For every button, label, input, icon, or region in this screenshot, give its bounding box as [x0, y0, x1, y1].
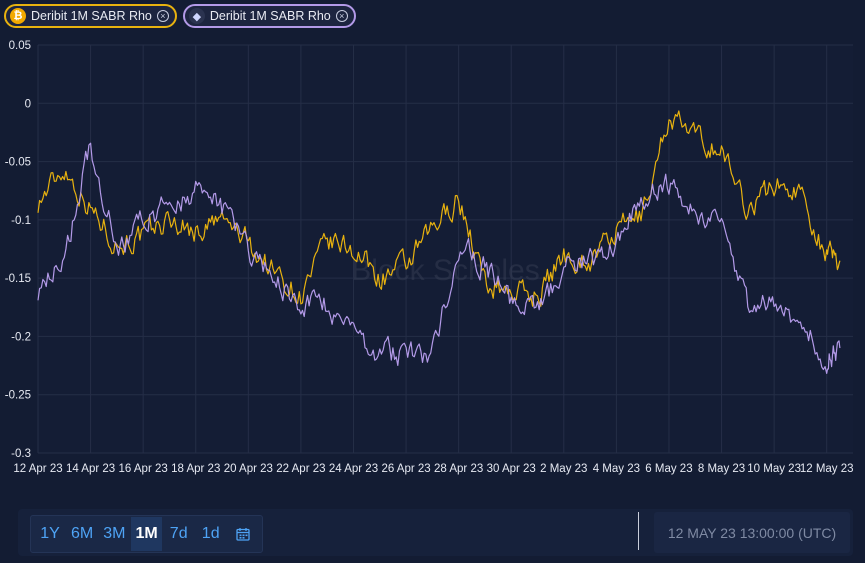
y-tick-label: -0.25 — [5, 390, 31, 402]
series-line-btc — [37, 110, 841, 307]
x-tick-label: 14 Apr 23 — [66, 463, 115, 475]
legend-chip-btc[interactable]: ₿ Deribit 1M SABR Rho × — [4, 4, 177, 28]
range-button-7d[interactable]: 7d — [169, 525, 188, 542]
range-button-1d[interactable]: 1d — [201, 525, 220, 542]
y-tick-label: -0.05 — [5, 157, 31, 169]
divider — [638, 512, 639, 550]
x-tick-label: 10 May 23 — [747, 463, 801, 475]
x-tick-label: 8 May 23 — [698, 463, 745, 475]
y-tick-label: -0.15 — [5, 273, 31, 285]
range-selector: 1Y 6M 3M 1M 7d 1d — [30, 515, 263, 553]
x-tick-label: 26 Apr 23 — [381, 463, 430, 475]
y-tick-label: -0.3 — [11, 448, 31, 460]
x-tick-label: 12 May 23 — [800, 463, 854, 475]
x-tick-label: 12 Apr 23 — [13, 463, 62, 475]
x-tick-label: 2 May 23 — [540, 463, 587, 475]
x-tick-label: 18 Apr 23 — [171, 463, 220, 475]
x-tick-label: 4 May 23 — [593, 463, 640, 475]
range-button-3m[interactable]: 3M — [103, 525, 126, 542]
timestamp-display: 12 MAY 23 13:00:00 (UTC) — [654, 512, 850, 553]
x-tick-label: 22 Apr 23 — [276, 463, 325, 475]
legend-label-btc: Deribit 1M SABR Rho — [31, 9, 152, 23]
x-tick-label: 6 May 23 — [645, 463, 692, 475]
y-tick-label: -0.2 — [11, 331, 31, 343]
x-tick-label: 20 Apr 23 — [224, 463, 273, 475]
legend-label-eth: Deribit 1M SABR Rho — [209, 9, 331, 23]
y-tick-label: -0.1 — [11, 215, 31, 227]
x-tick-label: 28 Apr 23 — [434, 463, 483, 475]
range-button-1y[interactable]: 1Y — [40, 525, 60, 542]
eth-icon: ◆ — [188, 8, 205, 24]
y-tick-label: 0.05 — [9, 40, 31, 52]
range-button-6m[interactable]: 6M — [71, 525, 94, 542]
range-button-1m[interactable]: 1M — [131, 517, 162, 551]
x-tick-label: 30 Apr 23 — [487, 463, 536, 475]
close-icon[interactable]: × — [335, 10, 348, 22]
series-line-eth — [37, 142, 841, 374]
x-tick-label: 24 Apr 23 — [329, 463, 378, 475]
btc-icon: ₿ — [10, 8, 26, 24]
legend: ₿ Deribit 1M SABR Rho × ◆ Deribit 1M SAB… — [4, 4, 356, 28]
line-chart[interactable]: 0.05 0 -0.05 -0.1 -0.15 -0.2 -0.25 -0.3 12 Apr 2… — [0, 0, 865, 505]
legend-chip-eth[interactable]: ◆ Deribit 1M SABR Rho × — [182, 4, 356, 28]
range-toolbar: 1Y 6M 3M 1M 7d 1d 12 MAY 23 13:00:00 (UTC) — [18, 509, 853, 556]
x-tick-label: 16 Apr 23 — [119, 463, 168, 475]
close-icon[interactable]: × — [156, 10, 169, 22]
calendar-icon[interactable] — [228, 517, 258, 551]
plot-area — [38, 45, 853, 453]
y-tick-label: 0 — [25, 98, 31, 110]
